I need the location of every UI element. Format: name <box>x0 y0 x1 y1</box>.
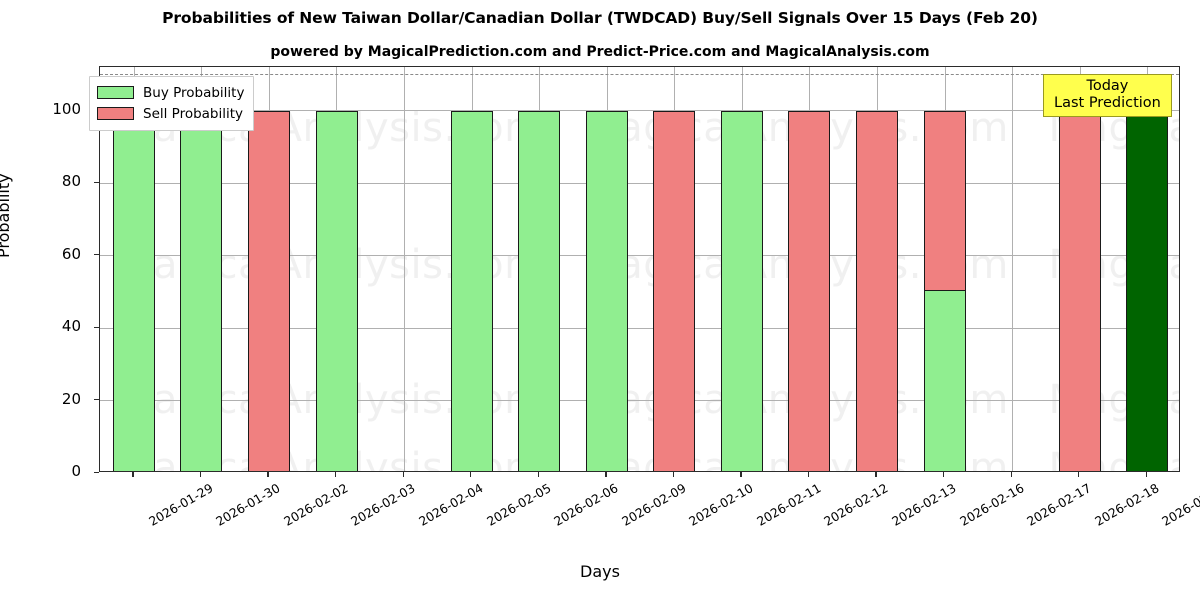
y-tick-label: 80 <box>61 172 81 190</box>
legend-label-buy: Buy Probability <box>143 84 245 101</box>
gridline-horizontal <box>100 182 1179 184</box>
bar-buy-2026-01-29[interactable] <box>113 110 155 471</box>
y-tick-label: 20 <box>61 389 81 408</box>
y-tick-label: 40 <box>61 317 81 335</box>
x-tick-mark <box>672 472 675 477</box>
bar-sell-2026-02-02[interactable] <box>248 110 290 471</box>
x-tick-mark <box>402 472 404 477</box>
bar-buy-2026-02-11[interactable] <box>721 110 763 471</box>
bar-buy-2026-01-30[interactable] <box>180 110 222 471</box>
x-tick-mark <box>132 472 134 477</box>
bar-sell-2026-02-13[interactable] <box>856 110 898 471</box>
bar-sell-2026-02-10[interactable] <box>653 110 695 471</box>
x-tick-label: 2026-01-30 <box>213 481 283 529</box>
bar-buy-2026-02-09[interactable] <box>586 110 628 471</box>
gridline-horizontal <box>100 400 1179 401</box>
x-tick-label: 2026-02-11 <box>754 481 824 529</box>
x-tick-mark <box>605 472 607 477</box>
bar-buy-2026-02-03[interactable] <box>316 110 358 471</box>
legend-swatch-buy <box>97 86 134 99</box>
gridline-horizontal <box>100 110 1179 111</box>
y-tick-mark <box>94 181 99 183</box>
x-tick-label: 2026-02-13 <box>889 481 959 529</box>
x-tick-label: 2026-02-02 <box>281 481 351 529</box>
chart-legend: Buy Probability Sell Probability <box>89 76 255 131</box>
bar-buy-2026-02-06[interactable] <box>518 110 560 471</box>
x-tick-mark <box>740 472 742 477</box>
x-tick-label: 2026-02-16 <box>957 481 1026 529</box>
plot-area: MagicalAnalysis.com MagicalAnalysis.com … <box>99 66 1180 472</box>
gridline-horizontal <box>100 255 1179 256</box>
x-tick-mark <box>943 472 945 477</box>
today-annotation: Today Last Prediction <box>1043 74 1172 118</box>
legend-item-sell[interactable]: Sell Probability <box>97 103 244 124</box>
x-tick-mark <box>1145 472 1148 477</box>
x-axis-label: Days <box>580 562 620 581</box>
legend-label-sell: Sell Probability <box>143 105 244 122</box>
y-tick-label: 0 <box>71 462 81 480</box>
x-tick-label: 2026-02-09 <box>619 481 689 529</box>
x-tick-mark <box>334 472 337 477</box>
x-tick-label: 2026-02-12 <box>821 481 891 529</box>
reference-line <box>100 74 1179 76</box>
x-tick-label: 2026-02-05 <box>484 481 554 529</box>
y-tick-mark <box>94 399 99 401</box>
bar-buy-2026-02-05[interactable] <box>451 110 493 471</box>
bar-buy-2026-02-16[interactable] <box>924 289 966 471</box>
x-tick-label: 2026-02-18 <box>1092 481 1162 529</box>
y-axis-label: Probability <box>0 173 13 258</box>
gridline-horizontal <box>100 327 1179 329</box>
legend-swatch-sell <box>97 107 134 120</box>
x-tick-label: 2026-01-29 <box>146 481 216 529</box>
x-tick-mark <box>875 472 877 477</box>
bar-sell-2026-02-12[interactable] <box>788 110 830 471</box>
x-tick-label: 2026-02-19 <box>1159 481 1200 529</box>
legend-item-buy[interactable]: Buy Probability <box>97 82 244 103</box>
bar-sell-2026-02-18[interactable] <box>1059 110 1101 471</box>
x-tick-label: 2026-02-10 <box>686 481 756 529</box>
y-tick-mark <box>94 254 99 256</box>
y-tick-label: 100 <box>52 99 81 118</box>
x-tick-label: 2026-02-06 <box>551 481 621 529</box>
chart-subtitle: powered by MagicalPrediction.com and Pre… <box>270 44 930 60</box>
x-tick-mark <box>267 472 269 477</box>
page-title: Probabilities of New Taiwan Dollar/Canad… <box>162 9 1038 27</box>
x-tick-label: 2026-02-17 <box>1024 481 1094 529</box>
plot-clip: MagicalAnalysis.com MagicalAnalysis.com … <box>100 67 1179 471</box>
bar-today-2026-02-19[interactable] <box>1126 110 1168 471</box>
y-tick-mark <box>94 326 99 328</box>
x-tick-mark <box>1078 472 1080 477</box>
x-tick-label: 2026-02-03 <box>349 481 418 529</box>
x-tick-mark <box>1010 472 1012 477</box>
gridline-vertical <box>404 67 405 471</box>
x-tick-mark <box>470 472 472 477</box>
y-tick-mark <box>94 471 99 473</box>
x-tick-mark <box>807 472 810 477</box>
x-tick-label: 2026-02-04 <box>416 481 486 529</box>
today-annotation-line1: Today <box>1086 78 1129 94</box>
x-tick-mark <box>199 472 202 477</box>
y-tick-label: 60 <box>61 244 81 263</box>
today-annotation-line2: Last Prediction <box>1054 95 1161 112</box>
gridline-vertical <box>1012 67 1013 471</box>
x-tick-mark <box>537 472 539 477</box>
bar-sell-2026-02-16[interactable] <box>924 110 966 291</box>
